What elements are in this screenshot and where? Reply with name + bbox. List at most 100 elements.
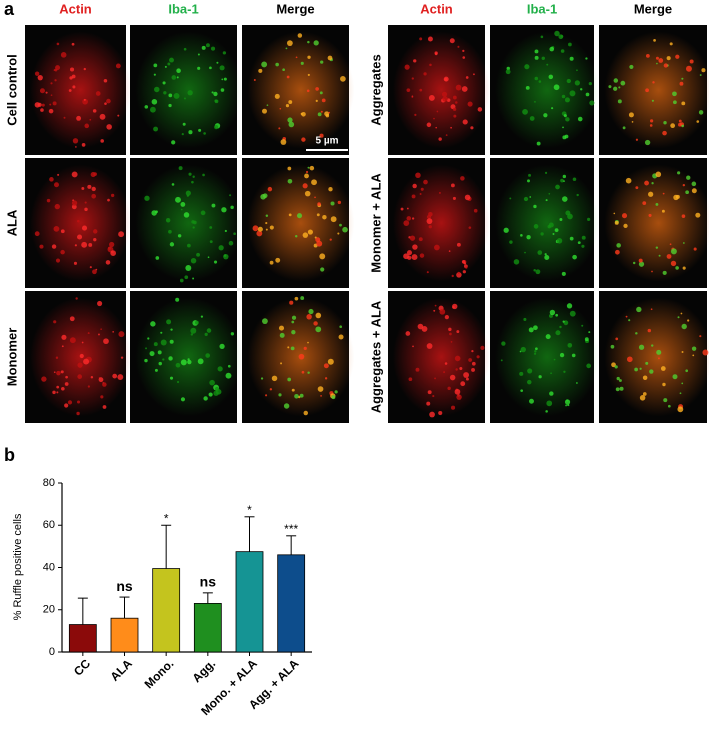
signal-speck — [145, 347, 147, 350]
signal-speck — [342, 226, 348, 233]
signal-speck — [77, 374, 83, 379]
signal-speck — [513, 259, 520, 265]
signal-speck — [669, 243, 672, 246]
signal-speck — [509, 197, 512, 200]
signal-speck — [586, 363, 592, 369]
signal-speck — [616, 243, 621, 248]
bar — [277, 554, 306, 653]
signal-speck — [650, 119, 654, 123]
signal-speck — [291, 330, 296, 335]
signal-speck — [509, 240, 513, 244]
signal-speck — [569, 56, 574, 61]
signal-speck — [619, 386, 624, 391]
signal-speck — [588, 331, 591, 334]
signal-speck — [279, 332, 285, 338]
signal-speck — [200, 315, 204, 318]
signal-speck — [524, 251, 526, 254]
signal-speck — [523, 196, 529, 202]
signal-speck — [564, 134, 569, 139]
signal-speck — [450, 126, 452, 129]
signal-speck — [223, 77, 227, 81]
signal-speck — [92, 269, 97, 275]
signal-speck — [415, 367, 420, 372]
signal-speck — [554, 30, 560, 37]
signal-speck — [457, 45, 460, 48]
signal-speck — [90, 171, 96, 178]
signal-speck — [79, 353, 84, 359]
signal-speck — [288, 100, 293, 104]
signal-speck — [559, 218, 563, 222]
signal-speck — [647, 328, 652, 333]
signal-speck — [645, 53, 650, 58]
signal-speck — [585, 57, 588, 60]
signal-speck — [616, 376, 620, 381]
cell-signal — [604, 31, 709, 149]
signal-speck — [200, 210, 206, 216]
signal-speck — [81, 241, 88, 248]
signal-speck — [115, 63, 121, 69]
signal-speck — [581, 244, 585, 248]
signal-speck — [185, 190, 191, 196]
signal-speck — [53, 371, 56, 374]
signal-speck — [83, 358, 90, 365]
signal-speck — [287, 117, 293, 123]
signal-speck — [476, 355, 480, 359]
signal-speck — [187, 90, 193, 96]
signal-speck — [209, 379, 215, 386]
signal-speck — [41, 376, 47, 382]
signal-speck — [34, 231, 40, 237]
signal-speck — [673, 194, 679, 201]
signal-speck — [662, 130, 667, 136]
signal-speck — [407, 255, 412, 260]
signal-speck — [615, 337, 619, 341]
signal-speck — [71, 200, 78, 206]
signal-speck — [192, 277, 195, 280]
signal-speck — [681, 323, 687, 330]
cell-signal — [247, 31, 355, 149]
signal-speck — [471, 367, 475, 372]
signal-speck — [610, 344, 615, 349]
cell-signal — [392, 164, 490, 282]
signal-speck — [298, 353, 305, 360]
signal-speck — [553, 84, 560, 91]
signal-speck — [565, 117, 570, 122]
signal-speck — [64, 403, 69, 408]
signal-speck — [176, 76, 179, 79]
signal-speck — [554, 228, 559, 233]
signal-speck — [68, 89, 72, 92]
signal-speck — [278, 393, 282, 397]
signal-speck — [40, 108, 44, 112]
signal-speck — [182, 122, 186, 126]
signal-speck — [308, 308, 314, 315]
signal-speck — [73, 261, 78, 265]
signal-speck — [473, 73, 475, 76]
signal-speck — [675, 266, 679, 270]
signal-speck — [151, 210, 157, 216]
signal-speck — [103, 78, 108, 83]
signal-speck — [176, 68, 181, 73]
signal-speck — [153, 342, 158, 347]
signal-speck — [421, 326, 428, 332]
signal-speck — [678, 119, 682, 123]
signal-speck — [698, 110, 704, 115]
signal-speck — [625, 315, 628, 318]
signal-speck — [102, 405, 107, 409]
signal-speck — [527, 179, 530, 183]
signal-speck — [56, 42, 60, 46]
signal-speck — [433, 309, 436, 312]
signal-speck — [171, 75, 177, 80]
signal-speck — [471, 361, 476, 366]
signal-speck — [562, 320, 565, 323]
signal-speck — [55, 65, 61, 71]
signal-speck — [543, 113, 548, 118]
signal-speck — [209, 66, 212, 70]
y-tick-label: 20 — [43, 604, 55, 616]
signal-speck — [685, 65, 692, 72]
signal-speck — [307, 40, 310, 44]
signal-speck — [406, 207, 409, 210]
signal-speck — [76, 400, 81, 404]
signal-speck — [203, 396, 208, 401]
signal-speck — [614, 220, 619, 225]
signal-speck — [71, 171, 78, 178]
signal-speck — [527, 368, 533, 374]
